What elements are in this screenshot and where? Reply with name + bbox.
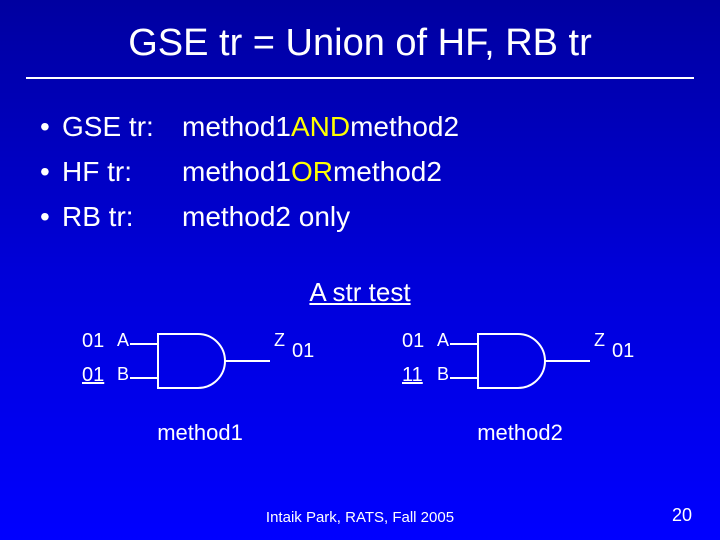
output-name: Z — [594, 330, 605, 351]
slide-title: GSE tr = Union of HF, RB tr — [0, 0, 720, 77]
bullet-3: • RB tr: method2 only — [40, 197, 720, 236]
bullet-pre: method1 — [182, 152, 291, 191]
bullet-label: RB tr: — [62, 197, 182, 236]
input-b-value: 01 — [82, 364, 104, 387]
bullet-post: method2 — [333, 152, 442, 191]
and-gate-icon — [450, 330, 600, 400]
input-b-value: 11 — [402, 364, 423, 387]
bullet-label: HF tr: — [62, 152, 182, 191]
diagram-row: 01 A 01 B Z 01 method1 01 A 11 B — [0, 324, 720, 446]
output-value: 01 — [612, 340, 634, 363]
output-name: Z — [274, 330, 285, 351]
input-a-value: 01 — [402, 330, 424, 353]
bullet-post: method2 — [350, 107, 459, 146]
footer-text: Intaik Park, RATS, Fall 2005 — [0, 509, 720, 526]
bullet-pre: method1 — [182, 107, 291, 146]
bullet-keyword: OR — [291, 152, 333, 191]
bullet-2: • HF tr: method1 OR method2 — [40, 152, 720, 191]
diagram-method1: 01 A 01 B Z 01 method1 — [50, 324, 350, 446]
input-a-name: A — [117, 330, 129, 351]
bullet-keyword: AND — [291, 107, 350, 146]
input-b-name: B — [437, 364, 449, 385]
page-number: 20 — [672, 505, 692, 526]
diagram-method2: 01 A 11 B Z 01 method2 — [370, 324, 670, 446]
bullet-1: • GSE tr: method1 AND method2 — [40, 107, 720, 146]
bullet-list: • GSE tr: method1 AND method2 • HF tr: m… — [40, 107, 720, 237]
input-a-value: 01 — [82, 330, 104, 353]
bullet-pre: method2 only — [182, 197, 350, 236]
bullet-dot: • — [40, 152, 62, 191]
output-value: 01 — [292, 340, 314, 363]
input-b-name: B — [117, 364, 129, 385]
sub-heading: A str test — [0, 277, 720, 308]
bullet-dot: • — [40, 107, 62, 146]
bullet-dot: • — [40, 197, 62, 236]
diagram-label: method1 — [50, 420, 350, 446]
title-rule — [26, 77, 694, 79]
diagram-label: method2 — [370, 420, 670, 446]
input-a-name: A — [437, 330, 449, 351]
and-gate-icon — [130, 330, 280, 400]
bullet-label: GSE tr: — [62, 107, 182, 146]
